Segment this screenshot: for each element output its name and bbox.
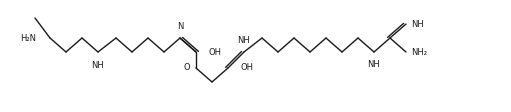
Text: O: O bbox=[183, 64, 190, 72]
Text: NH: NH bbox=[367, 60, 380, 69]
Text: OH: OH bbox=[241, 64, 254, 72]
Text: H₂N: H₂N bbox=[20, 33, 36, 42]
Text: NH: NH bbox=[411, 19, 424, 28]
Text: NH: NH bbox=[91, 61, 104, 70]
Text: N: N bbox=[177, 22, 183, 31]
Text: NH₂: NH₂ bbox=[411, 47, 427, 56]
Text: NH: NH bbox=[238, 36, 250, 45]
Text: OH: OH bbox=[209, 47, 222, 56]
